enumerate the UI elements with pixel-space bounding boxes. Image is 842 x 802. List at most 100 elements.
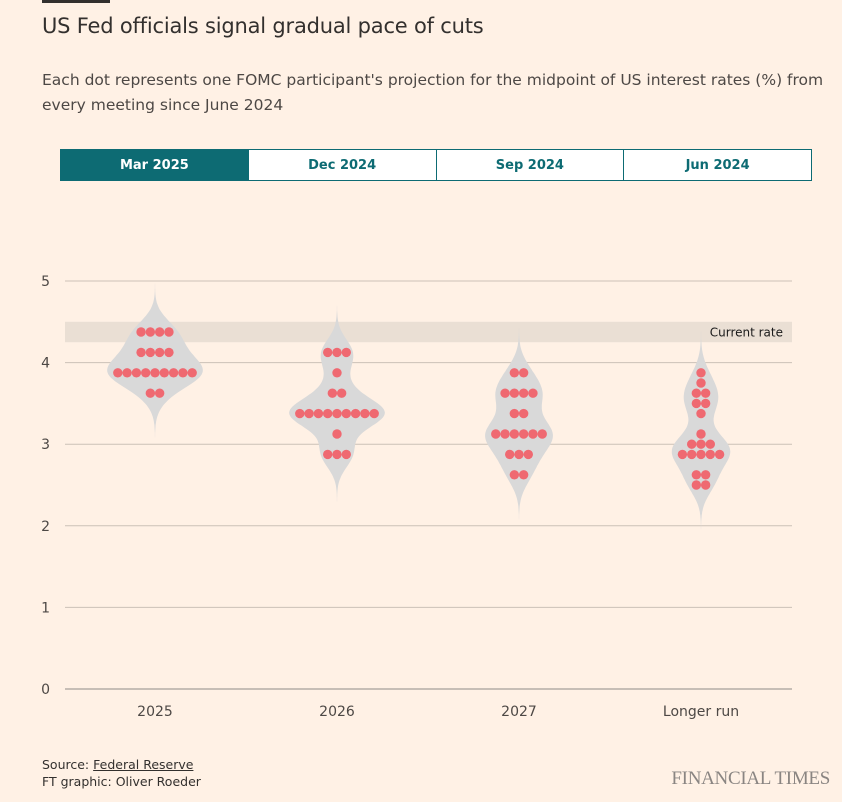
projection-dot <box>696 408 706 419</box>
projection-dot <box>154 388 165 398</box>
projection-dot <box>145 347 156 358</box>
projection-dot <box>360 408 370 419</box>
projection-dot <box>332 368 342 378</box>
projection-dot <box>154 327 165 337</box>
projection-dot <box>509 408 520 419</box>
y-tick-label: 2 <box>41 519 50 535</box>
projection-dot <box>332 408 342 419</box>
projection-dot <box>323 449 333 460</box>
projection-dot <box>327 388 338 398</box>
tab-dec-2024[interactable]: Dec 2024 <box>247 150 436 180</box>
projection-dot <box>505 449 515 460</box>
x-tick-label: Longer run <box>663 704 739 720</box>
projection-dot <box>332 347 342 358</box>
projection-dot <box>491 429 501 439</box>
violin-2026 <box>289 292 385 516</box>
projection-dot <box>178 368 188 378</box>
x-tick-label: 2025 <box>137 704 173 720</box>
projection-dot <box>687 439 697 449</box>
graphic-credit: FT graphic: Oliver Roeder <box>42 774 201 789</box>
projection-dot <box>509 388 520 398</box>
projection-dot <box>141 368 151 378</box>
tab-sep-2024[interactable]: Sep 2024 <box>435 150 624 180</box>
projection-dot <box>304 408 314 419</box>
dot-plot-chart: 0 1 2 3 4 5 Current rate 2025 2026 2027 Longer r… <box>41 271 792 720</box>
projection-dot <box>714 449 725 460</box>
projection-dot <box>336 388 347 398</box>
projection-dot <box>159 368 169 378</box>
projection-dot <box>696 449 706 460</box>
projection-dot <box>696 439 706 449</box>
projection-dot <box>537 429 547 439</box>
y-tick-label: 4 <box>41 356 50 372</box>
projection-dot <box>341 347 351 358</box>
source-link[interactable]: Federal Reserve <box>93 757 194 772</box>
violin-2027 <box>485 312 553 536</box>
projection-dot <box>341 408 351 419</box>
projection-dot <box>705 449 715 460</box>
projection-dot <box>691 480 702 490</box>
projection-dot <box>136 327 146 337</box>
projection-dot <box>369 408 379 419</box>
projection-dot <box>509 429 520 439</box>
projection-dot <box>687 449 697 460</box>
y-tick-label: 3 <box>41 437 50 453</box>
projection-dot <box>523 449 533 460</box>
projection-dot <box>700 470 711 480</box>
x-tick-label: 2027 <box>501 704 537 720</box>
projection-dot <box>323 347 333 358</box>
projection-dot <box>136 347 146 358</box>
projection-dot <box>705 439 715 449</box>
projection-dot <box>500 429 510 439</box>
projection-dot <box>677 449 688 460</box>
projection-dot <box>509 368 520 378</box>
projection-dot <box>150 368 160 378</box>
projection-dot <box>696 378 706 388</box>
projection-dot <box>332 429 342 439</box>
top-accent-bar <box>42 0 110 3</box>
meeting-tabs: Mar 2025 Dec 2024 Sep 2024 Jun 2024 <box>60 149 812 181</box>
projection-dot <box>131 368 142 378</box>
projection-dot <box>528 429 538 439</box>
projection-dot <box>113 368 123 378</box>
projection-dot <box>691 470 702 480</box>
projection-dot <box>145 327 156 337</box>
projection-dot <box>154 347 165 358</box>
source-prefix: Source: <box>42 757 94 772</box>
projection-dot <box>295 408 305 419</box>
projection-dot <box>700 480 711 490</box>
projection-dot <box>700 398 711 409</box>
chart-title: US Fed officials signal gradual pace of … <box>42 14 484 38</box>
projection-dot <box>168 368 179 378</box>
source-note: Source: Federal Reserve FT graphic: Oliv… <box>42 756 201 790</box>
financial-times-logo: FINANCIAL TIMES <box>671 768 830 789</box>
projection-dot <box>323 408 333 419</box>
tab-jun-2024[interactable]: Jun 2024 <box>623 150 811 180</box>
violin-2025 <box>107 271 203 455</box>
projection-dot <box>518 408 529 419</box>
projection-dot <box>518 429 529 439</box>
projection-dot <box>350 408 361 419</box>
projection-dot <box>341 449 351 460</box>
projection-dot <box>696 429 706 439</box>
projection-dot <box>145 388 156 398</box>
chart-subtitle: Each dot represents one FOMC participant… <box>42 71 824 114</box>
current-rate-band <box>65 321 792 343</box>
projection-dot <box>514 449 524 460</box>
projection-dot <box>122 368 132 378</box>
projection-dot <box>518 470 529 480</box>
projection-dot <box>187 368 197 378</box>
projection-dot <box>691 388 702 398</box>
current-rate-label: Current rate <box>710 326 783 340</box>
projection-dot <box>518 368 529 378</box>
y-tick-label: 5 <box>41 274 50 290</box>
y-tick-label: 1 <box>41 600 50 616</box>
projection-dot <box>691 398 702 409</box>
tab-mar-2025[interactable]: Mar 2025 <box>61 150 248 180</box>
projection-dot <box>700 388 711 398</box>
projection-dot <box>332 449 342 460</box>
y-tick-label: 0 <box>41 682 50 698</box>
projection-dot <box>509 470 520 480</box>
projection-dot <box>313 408 324 419</box>
projection-dot <box>528 388 538 398</box>
